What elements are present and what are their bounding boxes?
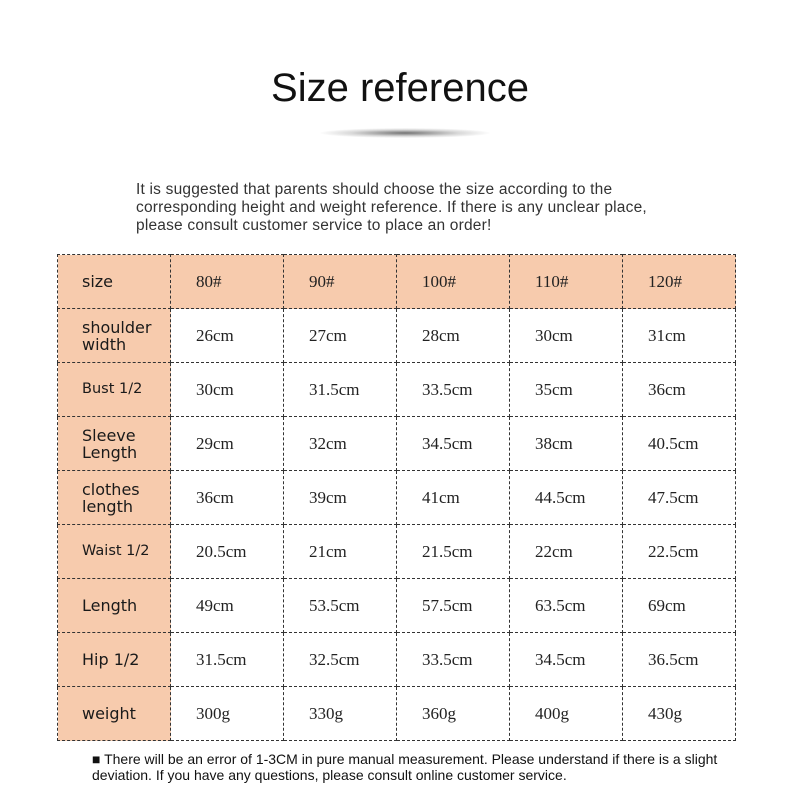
table-row: shoulder width 26cm 27cm 28cm 30cm 31cm: [57, 308, 736, 363]
table-cell: 69cm: [622, 578, 736, 633]
table-cell: 300g: [170, 686, 284, 741]
table-cell: 33.5cm: [396, 362, 510, 417]
table-cell: 430g: [622, 686, 736, 741]
table-cell: 31cm: [622, 308, 736, 363]
table-cell: 31.5cm: [170, 632, 284, 687]
table-cell: 44.5cm: [509, 470, 623, 525]
page-title: Size reference: [271, 66, 529, 110]
table-cell: 34.5cm: [509, 632, 623, 687]
table-cell: 21cm: [283, 524, 397, 579]
table-cell: 28cm: [396, 308, 510, 363]
intro-text: It is suggested that parents should choo…: [136, 181, 647, 234]
table-row: clothes length 36cm 39cm 41cm 44.5cm 47.5cm: [57, 470, 736, 525]
size-table: size 80# 90# 100# 110# 120# shoulder width 26cm…: [57, 254, 736, 741]
table-cell: 32cm: [283, 416, 397, 471]
table-row: weight 300g 330g 360g 400g 430g: [57, 686, 736, 741]
table-cell: 35cm: [509, 362, 623, 417]
table-cell: 20.5cm: [170, 524, 284, 579]
table-cell: 400g: [509, 686, 623, 741]
table-cell: 330g: [283, 686, 397, 741]
table-cell: 27cm: [283, 308, 397, 363]
table-row: Hip 1/2 31.5cm 32.5cm 33.5cm 34.5cm 36.5cm: [57, 632, 736, 687]
table-cell: 57.5cm: [396, 578, 510, 633]
table-cell: 40.5cm: [622, 416, 736, 471]
size-header: 90#: [283, 254, 397, 309]
table-cell: 49cm: [170, 578, 284, 633]
table-cell: 30cm: [509, 308, 623, 363]
table-cell: 22.5cm: [622, 524, 736, 579]
header-label: size: [57, 254, 171, 309]
size-header: 80#: [170, 254, 284, 309]
table-cell: 26cm: [170, 308, 284, 363]
table-row: Waist 1/2 20.5cm 21cm 21.5cm 22cm 22.5cm: [57, 524, 736, 579]
row-label: Sleeve Length: [57, 416, 171, 471]
table-cell: 34.5cm: [396, 416, 510, 471]
table-row: Length 49cm 53.5cm 57.5cm 63.5cm 69cm: [57, 578, 736, 633]
table-cell: 31.5cm: [283, 362, 397, 417]
table-cell: 21.5cm: [396, 524, 510, 579]
table-header-row: size 80# 90# 100# 110# 120#: [57, 254, 736, 309]
row-label: Bust 1/2: [57, 362, 171, 417]
measurement-note: ■ There will be an error of 1-3CM in pur…: [92, 751, 718, 783]
title-shadow-divider: [320, 128, 490, 138]
table-cell: 36cm: [170, 470, 284, 525]
size-header: 100#: [396, 254, 510, 309]
row-label: weight: [57, 686, 171, 741]
size-header: 110#: [509, 254, 623, 309]
table-row: Sleeve Length 29cm 32cm 34.5cm 38cm 40.5cm: [57, 416, 736, 471]
table-cell: 22cm: [509, 524, 623, 579]
table-cell: 47.5cm: [622, 470, 736, 525]
table-cell: 41cm: [396, 470, 510, 525]
table-cell: 53.5cm: [283, 578, 397, 633]
row-label: Hip 1/2: [57, 632, 171, 687]
table-cell: 36.5cm: [622, 632, 736, 687]
size-header: 120#: [622, 254, 736, 309]
row-label: clothes length: [57, 470, 171, 525]
table-cell: 36cm: [622, 362, 736, 417]
table-cell: 360g: [396, 686, 510, 741]
table-cell: 29cm: [170, 416, 284, 471]
row-label: shoulder width: [57, 308, 171, 363]
row-label: Waist 1/2: [57, 524, 171, 579]
table-row: Bust 1/2 30cm 31.5cm 33.5cm 35cm 36cm: [57, 362, 736, 417]
table-cell: 38cm: [509, 416, 623, 471]
table-cell: 30cm: [170, 362, 284, 417]
row-label: Length: [57, 578, 171, 633]
table-cell: 63.5cm: [509, 578, 623, 633]
table-cell: 33.5cm: [396, 632, 510, 687]
table-cell: 39cm: [283, 470, 397, 525]
table-cell: 32.5cm: [283, 632, 397, 687]
